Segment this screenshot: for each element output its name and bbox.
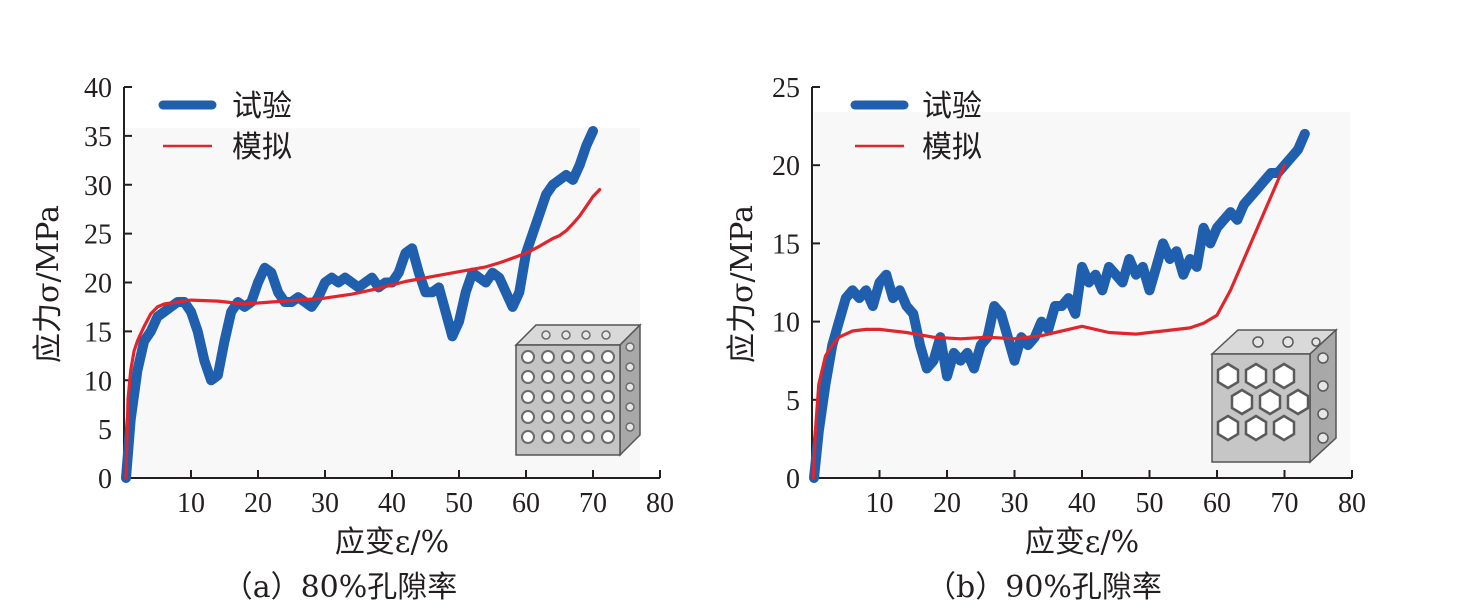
b-x-axis-label: 应变ε/% — [1025, 525, 1139, 560]
a-series-experiment-line — [121, 126, 598, 483]
a-x-tick-label: 10 — [177, 488, 205, 519]
a-x-tick-label: 20 — [244, 488, 272, 519]
b-x-tick-label: 80 — [1338, 488, 1366, 519]
b-y-tick-label: 15 — [772, 229, 800, 260]
a-x-tick-label: 40 — [378, 488, 406, 519]
a-y-tick-label: 5 — [98, 415, 112, 446]
legend-b-label-sim: 模拟 — [922, 130, 982, 165]
legend-a: 试验 模拟 — [158, 89, 292, 165]
b-y-tick-label: 20 — [772, 151, 800, 182]
panel-a: 10 20 30 40 50 60 70 80 0 5 10 15 20 25 30 35 40 — [31, 73, 674, 605]
b-x-tick-label: 10 — [866, 488, 894, 519]
a-y-tick-label: 40 — [84, 73, 112, 104]
caption-b: （b）90%孔隙率 — [926, 570, 1162, 605]
a-x-tick-label: 60 — [512, 488, 540, 519]
a-x-tick-label: 80 — [646, 488, 674, 519]
b-series-simulation-line — [811, 163, 1287, 480]
a-y-axis-label: 应力σ/MPa — [31, 205, 66, 363]
a-y-tick-label: 0 — [98, 464, 112, 495]
a-series-simulation-line — [124, 188, 602, 480]
a-y-tick-label: 30 — [84, 171, 112, 202]
a-x-axis-label: 应变ε/% — [335, 525, 449, 560]
a-y-tick-label: 10 — [84, 366, 112, 397]
b-y-axis-label: 应力σ/MPa — [725, 205, 760, 363]
a-x-tick-label: 70 — [579, 488, 607, 519]
lattice-cube-b — [1210, 328, 1338, 464]
b-x-tick-label: 60 — [1203, 488, 1231, 519]
a-x-tick-label: 50 — [445, 488, 473, 519]
b-x-tick-label: 40 — [1068, 488, 1096, 519]
a-y-tick-label: 20 — [84, 269, 112, 300]
legend-a-label-sim: 模拟 — [232, 130, 292, 165]
legend-a-label-exp: 试验 — [232, 89, 292, 124]
b-y-tick-label: 5 — [786, 386, 800, 417]
a-series-group — [121, 126, 602, 483]
legend-b: 试验 模拟 — [850, 89, 982, 165]
b-y-tick-label: 25 — [772, 73, 800, 104]
b-x-tick-label: 70 — [1271, 488, 1299, 519]
caption-a: （a）80%孔隙率 — [223, 570, 458, 605]
a-y-tick-label: 25 — [84, 220, 112, 251]
b-series-group — [809, 128, 1310, 483]
legend-b-label-exp: 试验 — [922, 89, 982, 124]
b-y-tick-label: 10 — [772, 308, 800, 339]
a-y-tick-label: 35 — [84, 122, 112, 153]
b-series-experiment-line — [809, 128, 1310, 483]
lattice-cube-a — [514, 323, 642, 457]
a-x-tick-label: 30 — [311, 488, 339, 519]
b-x-tick-label: 30 — [1001, 488, 1029, 519]
a-tick-group: 10 20 30 40 50 60 70 80 0 5 10 15 20 25 30 35 40 — [84, 73, 674, 519]
b-x-tick-label: 50 — [1136, 488, 1164, 519]
b-y-tick-label: 0 — [786, 464, 800, 495]
b-x-tick-label: 20 — [933, 488, 961, 519]
a-y-tick-label: 15 — [84, 317, 112, 348]
panel-b: 10 20 30 40 50 60 70 80 0 5 10 15 20 25 — [725, 73, 1366, 605]
